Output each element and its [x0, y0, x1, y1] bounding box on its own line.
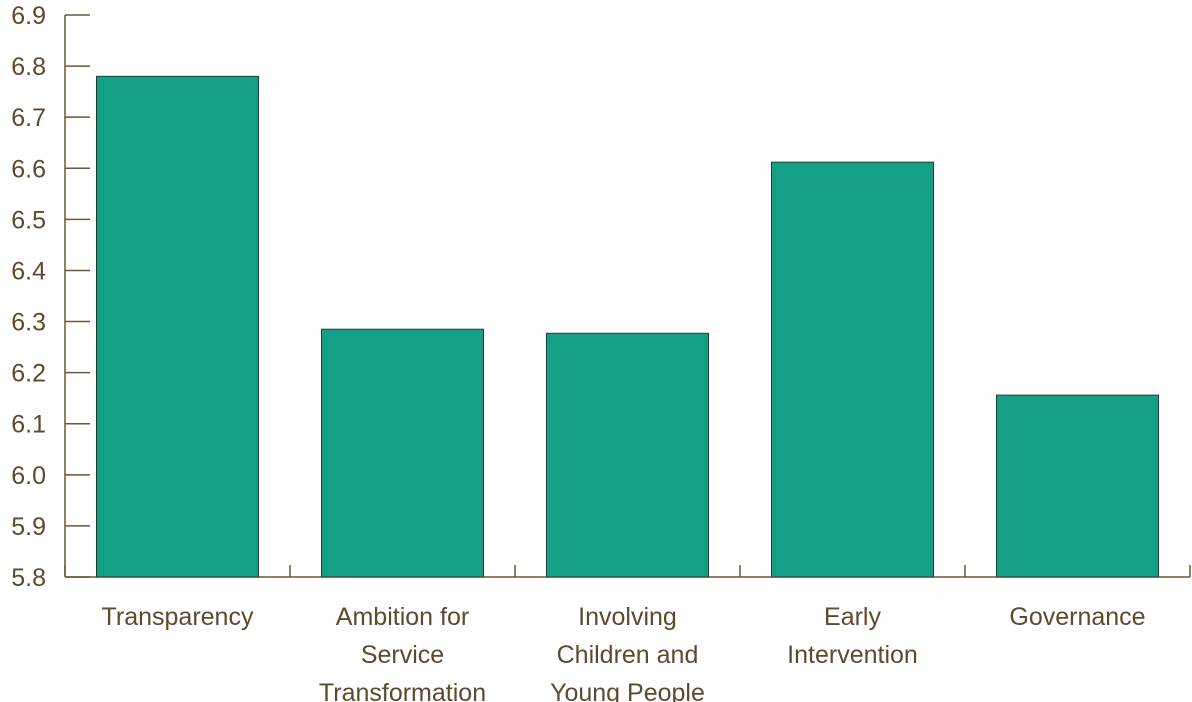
- category-label: Transparency: [102, 603, 254, 631]
- bar-0: [96, 75, 259, 578]
- bar-2: [546, 332, 709, 578]
- category-label-line: Children and: [557, 641, 699, 669]
- category-label-line: Young People: [550, 679, 705, 702]
- y-tick-label: 6.5: [11, 206, 46, 234]
- y-tick-label: 6.8: [11, 53, 46, 81]
- category-label-line: Ambition for: [336, 603, 469, 631]
- y-tick-label: 5.8: [11, 564, 46, 592]
- category-label-line: Early: [824, 603, 881, 631]
- y-tick-label: 5.9: [11, 513, 46, 541]
- category-label-line: Service: [361, 641, 444, 669]
- y-tick-label: 6.3: [11, 309, 46, 337]
- y-axis: 5.8 5.9 6.0 6.1 6.2 6.3 6.4 6.5 6.6 6.7 6.8 6.9: [11, 2, 90, 592]
- category-label-line: Intervention: [787, 641, 918, 669]
- y-tick-label: 6.2: [11, 360, 46, 388]
- category-label: Governance: [1009, 603, 1145, 631]
- y-tick-label: 6.1: [11, 411, 46, 439]
- y-tick-label: 6.7: [11, 104, 46, 132]
- y-tick-label: 6.4: [11, 257, 46, 285]
- y-tick-label: 6.0: [11, 462, 46, 490]
- y-tick-label: 6.9: [11, 2, 46, 30]
- bar-3: [771, 161, 934, 578]
- bar-4: [996, 394, 1159, 578]
- category-label-line: Involving: [578, 603, 677, 631]
- category-labels: Transparency Ambition for Service Transform…: [102, 603, 1146, 702]
- bar-1: [321, 328, 484, 578]
- category-label-line: Governance: [1009, 603, 1145, 631]
- category-label-line: Transparency: [102, 603, 254, 631]
- category-label: Early Intervention: [787, 603, 918, 669]
- category-label: Ambition for Service Transformation: [319, 603, 486, 702]
- category-label: Involving Children and Young People: [550, 603, 705, 702]
- y-tick-label: 6.6: [11, 155, 46, 183]
- category-label-line: Transformation: [319, 679, 486, 702]
- bars: [96, 75, 1159, 578]
